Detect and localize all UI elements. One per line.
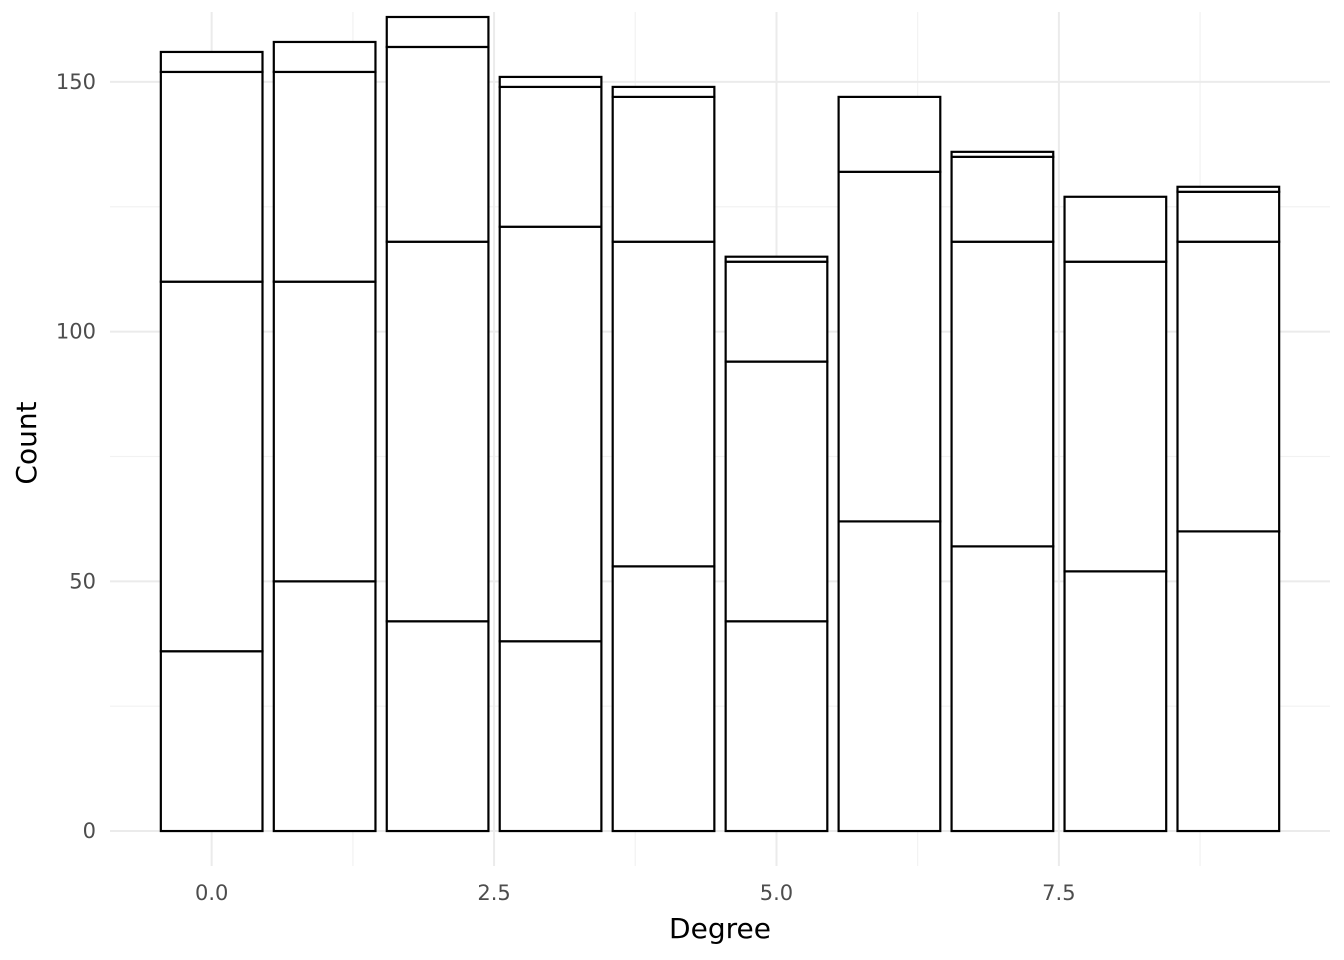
bar-segment	[950, 240, 1055, 548]
bar-stack	[159, 50, 264, 833]
y-tick-label: 100	[56, 320, 96, 344]
x-axis-tick-labels: 0.0 2.5 5.0 7.5	[195, 881, 1076, 905]
bar-segment	[272, 70, 377, 283]
y-tick-label: 50	[69, 569, 96, 593]
bar-segment	[1176, 185, 1281, 193]
bar-segment	[159, 50, 264, 74]
bar-segment	[385, 240, 490, 623]
bar-segment	[272, 280, 377, 583]
y-tick-label: 0	[83, 819, 96, 843]
bar-segment	[611, 565, 716, 833]
bar-segment	[385, 620, 490, 833]
bar-stack	[950, 150, 1055, 833]
x-tick-label: 2.5	[477, 881, 510, 905]
bar-segment	[1063, 195, 1168, 263]
bar-segment	[498, 85, 603, 228]
bar-segment	[1176, 190, 1281, 243]
bar-stack	[1176, 185, 1281, 833]
bar-segment	[159, 280, 264, 653]
bar-segment	[385, 15, 490, 49]
bar-segment	[837, 520, 942, 833]
bar-stack	[498, 75, 603, 833]
bar-segment	[159, 650, 264, 833]
bar-stack	[724, 255, 829, 833]
x-axis-title: Degree	[669, 912, 771, 945]
bar-stack	[1063, 195, 1168, 833]
bar-segment	[724, 360, 829, 623]
bar-segment	[724, 255, 829, 263]
bar-segment	[724, 260, 829, 363]
bars	[159, 15, 1281, 833]
bar-segment	[272, 580, 377, 833]
bar-segment	[498, 225, 603, 643]
y-axis-tick-labels: 0 50 100 150	[56, 70, 96, 843]
bar-segment	[1063, 260, 1168, 573]
x-tick-label: 7.5	[1042, 881, 1075, 905]
bar-stack	[837, 95, 942, 833]
bar-segment	[385, 45, 490, 243]
bar-segment	[611, 85, 716, 99]
bar-segment	[611, 95, 716, 243]
bar-segment	[1176, 240, 1281, 533]
bar-stack	[385, 15, 490, 833]
bar-segment	[272, 40, 377, 74]
x-tick-label: 0.0	[195, 881, 228, 905]
bar-segment	[1176, 530, 1281, 833]
x-tick-label: 5.0	[760, 881, 793, 905]
bar-segment	[837, 170, 942, 523]
bar-segment	[837, 95, 942, 173]
bar-segment	[159, 70, 264, 283]
y-axis-title: Count	[10, 401, 43, 484]
bar-segment	[950, 150, 1055, 158]
bar-segment	[1063, 570, 1168, 833]
bar-stack	[611, 85, 716, 833]
bar-segment	[611, 240, 716, 568]
bar-segment	[498, 640, 603, 833]
bar-segment	[724, 620, 829, 833]
bar-segment	[498, 75, 603, 89]
y-tick-label: 150	[56, 70, 96, 94]
bar-stack	[272, 40, 377, 833]
bar-segment	[950, 545, 1055, 833]
bar-segment	[950, 155, 1055, 243]
